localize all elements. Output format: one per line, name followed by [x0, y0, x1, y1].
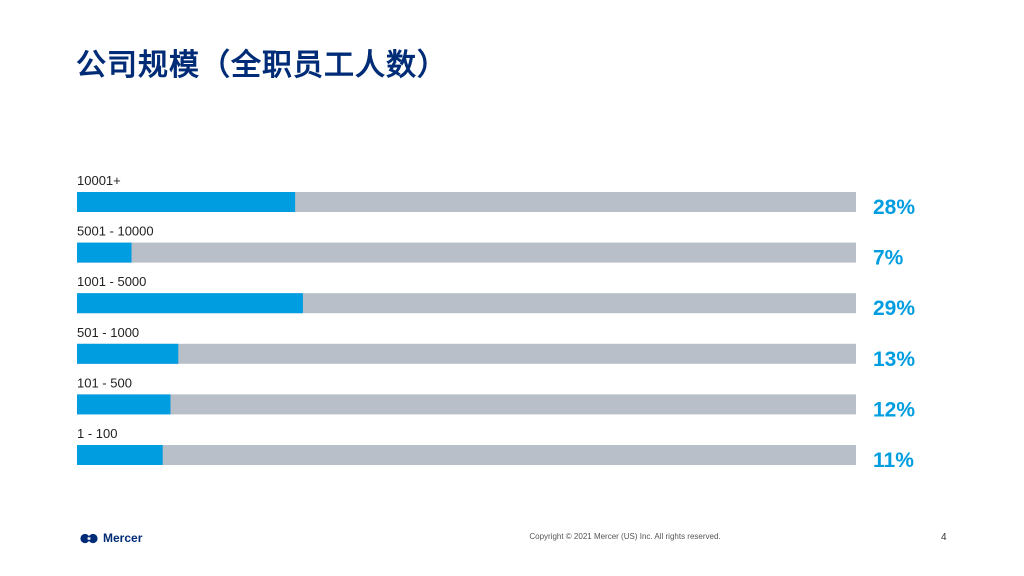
data-label: 11% — [873, 449, 914, 472]
category-label: 1001 - 5000 — [77, 274, 146, 289]
bar-track — [77, 242, 856, 263]
bar-track — [77, 394, 856, 415]
data-label: 29% — [873, 297, 915, 320]
category-label: 101 - 500 — [77, 375, 132, 390]
bar — [77, 242, 132, 263]
category-label: 501 - 1000 — [77, 325, 139, 340]
bar — [77, 445, 163, 465]
data-label: 12% — [873, 398, 915, 421]
bar — [77, 192, 296, 212]
category-label: 1 - 100 — [77, 426, 117, 441]
category-label: 5001 - 10000 — [77, 224, 154, 239]
data-label: 28% — [873, 196, 915, 219]
data-label: 7% — [873, 247, 904, 270]
mercer-logo-text: Mercer — [103, 531, 143, 545]
category-label: 10001+ — [77, 173, 121, 188]
bar — [77, 343, 179, 364]
bar-track — [77, 343, 856, 364]
copyright-text: Copyright © 2021 Mercer (US) Inc. All ri… — [529, 532, 721, 541]
bar-track — [77, 445, 856, 465]
page-number: 4 — [941, 532, 947, 543]
bar — [77, 394, 171, 415]
page-title: 公司规模（全职员工人数） — [76, 48, 448, 83]
mercer-logo-icon — [80, 533, 98, 543]
mercer-logo: Mercer — [80, 531, 142, 545]
bar — [77, 293, 303, 314]
data-label: 13% — [873, 348, 915, 371]
